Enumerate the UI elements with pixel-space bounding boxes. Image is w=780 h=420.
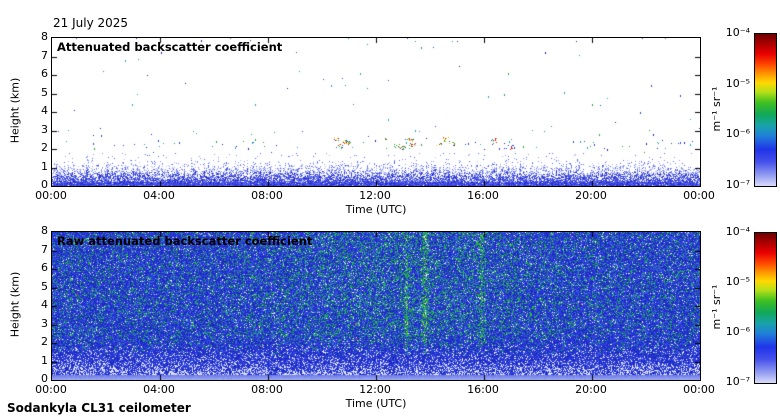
- height-tick-label: 3: [41, 122, 48, 136]
- bottom-panel-title: Raw attenuated backscatter coefficient: [57, 234, 313, 248]
- height-tick-label: 3: [41, 316, 48, 330]
- instrument-label: Sodankyla CL31 ceilometer: [7, 401, 191, 415]
- height-tick-label: 6: [41, 67, 48, 80]
- colorbar-bottom: [754, 232, 777, 384]
- height-tick-label: 0: [41, 372, 48, 385]
- height-axis-label-top: Height (km): [8, 77, 22, 144]
- time-tick-label: 20:00: [575, 383, 607, 396]
- bottom-panel: Raw attenuated backscatter coefficient: [51, 231, 701, 381]
- height-tick-label: 1: [41, 353, 48, 367]
- time-tick-label: 00:00: [35, 189, 67, 202]
- time-axis-label-top: Time (UTC): [345, 203, 407, 216]
- attenuated-backscatter-heatmap: [52, 38, 700, 186]
- time-tick-label: 16:00: [467, 189, 499, 202]
- height-tick-label: 5: [41, 279, 48, 293]
- height-tick-label: 7: [41, 242, 48, 256]
- time-tick-label: 04:00: [143, 189, 175, 202]
- time-tick-label: 04:00: [143, 383, 175, 396]
- top-panel: Attenuated backscatter coefficient: [51, 37, 701, 187]
- colorbar-tick-label: 10⁻⁵: [725, 76, 750, 90]
- top-panel-title: Attenuated backscatter coefficient: [57, 40, 283, 54]
- date-label: 21 July 2025: [53, 16, 129, 30]
- time-tick-label: 20:00: [575, 189, 607, 202]
- height-axis-label-bottom: Height (km): [8, 271, 22, 338]
- height-tick-label: 8: [41, 30, 48, 43]
- time-tick-label: 12:00: [359, 189, 391, 202]
- raw-attenuated-backscatter-heatmap: [52, 232, 700, 380]
- colorbar-tick-label: 10⁻⁴: [725, 225, 750, 238]
- time-tick-label: 12:00: [359, 383, 391, 396]
- time-axis-label-bottom: Time (UTC): [345, 397, 407, 410]
- time-tick-label: 08:00: [251, 189, 283, 202]
- height-tick-label: 2: [41, 335, 48, 348]
- time-tick-label: 00:00: [35, 383, 67, 396]
- colorbar-tick-label: 10⁻⁵: [725, 275, 750, 288]
- colorbar-tick-label: 10⁻⁷: [725, 375, 750, 388]
- colorbar-tick-label: 10⁻⁶: [725, 127, 750, 141]
- height-tick-label: 8: [41, 224, 48, 237]
- time-tick-label: 16:00: [467, 383, 499, 396]
- height-tick-label: 5: [41, 85, 48, 99]
- time-tick-label: 00:00: [683, 383, 715, 396]
- height-tick-label: 6: [41, 261, 48, 274]
- colorbar-tick-label: 10⁻⁷: [725, 178, 750, 191]
- height-tick-label: 2: [41, 141, 48, 154]
- height-tick-label: 1: [41, 159, 48, 173]
- height-tick-label: 4: [41, 104, 48, 117]
- height-tick-label: 0: [41, 178, 48, 191]
- height-tick-label: 4: [41, 298, 48, 311]
- colorbar-tick-label: 10⁻⁴: [725, 26, 750, 39]
- time-tick-label: 00:00: [683, 189, 715, 202]
- height-tick-label: 7: [41, 48, 48, 62]
- colorbar-tick-label: 10⁻⁶: [725, 325, 750, 338]
- time-tick-label: 08:00: [251, 383, 283, 396]
- colorbar-top: [754, 33, 777, 187]
